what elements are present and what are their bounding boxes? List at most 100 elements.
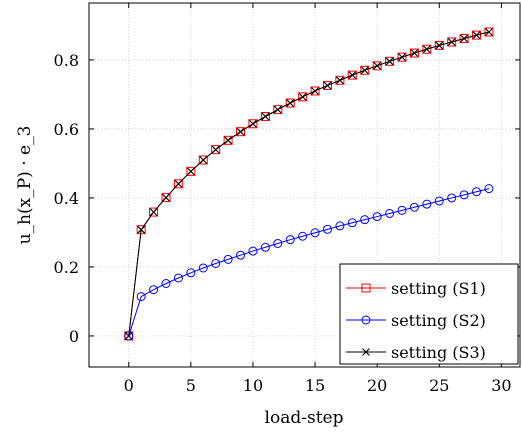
series-1-point <box>335 75 345 85</box>
series-3-point <box>249 119 257 128</box>
series-1-point <box>211 145 221 155</box>
series-3-point <box>398 53 406 62</box>
series-1-point <box>149 207 159 217</box>
series-3-point <box>286 99 295 107</box>
series-2-line <box>128 188 490 337</box>
series-3-point <box>447 38 456 46</box>
series-2-point <box>198 263 208 273</box>
series-3-point-stroke <box>422 45 431 54</box>
series-1-point <box>285 98 295 108</box>
legend-swatch-marker-stroke <box>362 348 370 356</box>
y-axis-label: u_h(x_P) · e_3 <box>15 126 35 245</box>
series-2-point <box>298 231 308 241</box>
series-3-point-stroke <box>410 49 419 57</box>
series-2-point <box>335 221 345 231</box>
x-tick-label: 0 <box>124 376 134 395</box>
series-1-point <box>472 30 482 40</box>
series-2-point <box>347 218 357 228</box>
series-1-point <box>385 56 395 66</box>
y-tick-label: 0.8 <box>54 51 79 70</box>
series-1-point <box>273 105 283 115</box>
series-3-point-stroke <box>137 225 146 234</box>
series-3-point <box>311 87 319 95</box>
series-layer <box>124 27 494 341</box>
series-2-point <box>186 268 196 278</box>
series-3-point <box>422 45 431 54</box>
series-1-point <box>409 48 419 58</box>
series-2-point <box>409 202 419 212</box>
series-1-point <box>173 179 183 189</box>
series-2-point <box>322 224 332 234</box>
series-1-point <box>161 193 171 203</box>
x-tick-label: 5 <box>186 376 196 395</box>
series-3-point-stroke <box>460 34 468 43</box>
series-2 <box>124 184 494 341</box>
legend-entry-1: setting (S1) <box>346 279 486 298</box>
series-2-point <box>260 242 270 252</box>
series-3-point <box>236 127 245 136</box>
series-3-point-stroke <box>485 28 493 36</box>
x-axis-label: load-step <box>265 408 344 428</box>
series-1-point <box>347 70 357 80</box>
series-3 <box>124 28 493 340</box>
series-3-point-stroke <box>186 167 195 176</box>
series-3-point <box>224 136 233 145</box>
series-1-point <box>360 65 370 75</box>
series-2-point <box>372 212 382 222</box>
series-3-point <box>137 225 146 234</box>
series-2-point <box>285 235 295 245</box>
series-3-point-stroke <box>323 81 332 90</box>
series-3-point <box>273 105 282 114</box>
series-2-point <box>310 228 320 238</box>
series-1-point <box>298 92 308 102</box>
series-2-point <box>223 254 233 264</box>
series-2-point <box>422 199 432 209</box>
legend-swatch-marker <box>361 283 371 293</box>
series-1-point <box>447 37 457 47</box>
series-1-point <box>372 61 382 71</box>
series-1-point <box>322 80 332 90</box>
legend-label: setting (S3) <box>391 343 486 362</box>
series-2-point <box>447 193 457 203</box>
series-3-point-stroke <box>348 71 357 79</box>
series-1-point <box>236 127 246 137</box>
series-3-point <box>336 76 344 85</box>
series-3-point <box>460 34 468 43</box>
series-1-point <box>422 44 432 54</box>
series-3-point-stroke <box>249 119 257 128</box>
series-3-point <box>261 112 270 121</box>
series-3-point-stroke <box>398 53 406 62</box>
series-3-point-stroke <box>199 156 208 164</box>
series-3-point-stroke <box>435 41 444 50</box>
series-1-point <box>310 86 320 96</box>
plot-frame <box>88 2 521 368</box>
series-2-point <box>484 184 494 194</box>
series-2-point <box>173 273 183 283</box>
series-3-point-stroke <box>149 208 158 216</box>
series-3-point <box>186 167 195 176</box>
series-3-point-stroke <box>162 193 170 202</box>
legend: setting (S1) setting (S2) setting (S3) <box>339 263 519 365</box>
series-2-point <box>211 258 221 268</box>
series-3-point-stroke <box>236 127 245 136</box>
series-3-point <box>124 332 133 340</box>
legend-frame <box>339 263 519 365</box>
series-3-point <box>348 71 357 79</box>
series-2-point <box>161 279 171 289</box>
series-1-point <box>260 112 270 122</box>
series-3-point <box>485 28 493 36</box>
series-3-point-stroke <box>174 179 183 188</box>
series-3-point <box>435 41 444 50</box>
series-3-point-stroke <box>286 99 295 107</box>
series-3-point <box>199 156 208 164</box>
series-3-point-stroke <box>373 61 382 70</box>
series-2-point <box>236 250 246 260</box>
series-3-point-stroke <box>273 105 282 114</box>
series-1-point <box>434 40 444 50</box>
series-3-point <box>149 208 158 216</box>
series-3-point-stroke <box>261 112 270 121</box>
series-2-point <box>248 246 258 256</box>
series-2-point <box>434 196 444 206</box>
series-3-point-stroke <box>385 57 394 66</box>
series-3-point-stroke <box>224 136 233 145</box>
